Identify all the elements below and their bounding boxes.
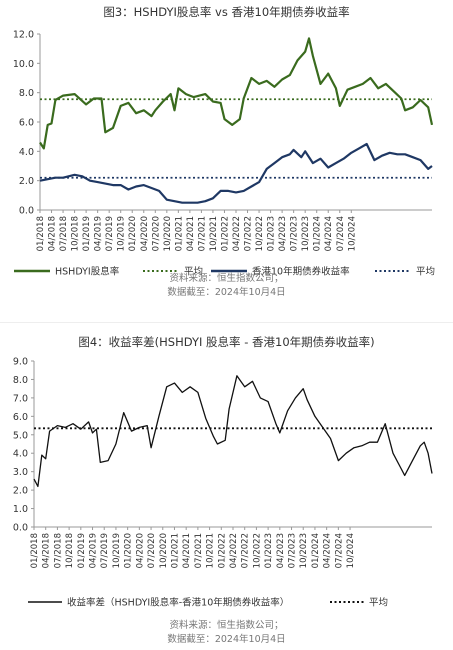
x-tick-label: 10/2018 (65, 533, 75, 568)
x-tick-label: 10/2024 (346, 533, 356, 568)
x-tick-label: 01/2024 (311, 533, 321, 568)
x-tick-label: 04/2020 (140, 216, 150, 251)
legend-label: HSHDYI股息率 (55, 266, 120, 278)
x-tick-label: 04/2021 (182, 533, 192, 568)
x-tick-label: 04/2023 (276, 533, 286, 568)
legend-label: 收益率差（HSHDYI股息率-香港10年期债券收益率） (67, 597, 289, 609)
y-tick-label: 4.0 (19, 147, 34, 158)
x-tick-label: 01/2022 (220, 216, 230, 251)
y-tick-label: 8.0 (19, 88, 34, 99)
legend-label: 香港10年期债券收益率 (252, 266, 350, 278)
y-tick-label: 0.0 (13, 523, 28, 534)
yield-spread-chart: 0.01.02.03.04.05.06.07.08.09.001/2018 04/… (13, 357, 433, 609)
y-tick-label: 6.0 (19, 118, 34, 129)
y-tick-label: 8.0 (13, 375, 28, 386)
x-tick-label: 07/2018 (59, 216, 69, 251)
x-tick-label: 10/2020 (163, 216, 173, 251)
x-tick-label: 10/2023 (301, 216, 311, 251)
y-tick-label: 9.0 (13, 357, 28, 368)
x-tick-label: 04/2019 (94, 216, 104, 251)
x-tick-label: 01/2023 (264, 533, 274, 568)
x-tick-label: 10/2023 (299, 533, 309, 568)
divider (0, 322, 453, 323)
x-tick-label: 01/2021 (174, 216, 184, 251)
x-tick-label: 07/2022 (244, 216, 254, 251)
x-tick-label: 07/2019 (100, 533, 110, 568)
x-tick-label: 07/2024 (336, 216, 346, 251)
x-tick-label: 01/2018 (30, 533, 40, 568)
x-tick-label: 01/2020 (124, 533, 134, 568)
y-tick-label: 1.0 (13, 504, 28, 515)
x-tick-label: 04/2022 (232, 216, 242, 251)
x-tick-label: 01/2021 (170, 533, 180, 568)
x-tick-label: 07/2020 (147, 533, 157, 568)
x-tick-label: 07/2018 (53, 533, 63, 568)
legend-label: 平均 (184, 266, 203, 278)
x-tick-label: 01/2022 (217, 533, 227, 568)
legend-label: 平均 (416, 266, 435, 278)
x-tick-label: 07/2021 (194, 533, 204, 568)
y-tick-label: 2.0 (13, 486, 28, 497)
x-tick-label: 10/2021 (206, 533, 216, 568)
chart-panel-1: 图3：HSHDYI股息率 vs 香港10年期债券收益率 0.0 2.0 4.0 6.0… (0, 0, 453, 318)
x-tick-label: 10/2024 (347, 216, 357, 251)
x-tick-label: 04/2023 (278, 216, 288, 251)
x-tick-label: 07/2022 (241, 533, 251, 568)
series-line-0 (39, 37, 434, 150)
y-tick-label: 0.0 (19, 206, 34, 217)
x-tick-label: 07/2024 (334, 533, 344, 568)
dividend-yield-chart: 0.02.04.06.08.010.012.001/2018 04/2018 07/… (13, 30, 435, 278)
y-tick-label: 4.0 (13, 449, 28, 460)
x-tick-label: 04/2020 (135, 533, 145, 568)
x-tick-label: 07/2020 (151, 216, 161, 251)
legend-label: 平均 (369, 597, 388, 609)
series-line-0 (33, 375, 433, 488)
source-line: 资料来源：恒生指数公司； (169, 620, 284, 631)
x-tick-label: 10/2019 (112, 533, 122, 568)
x-tick-label: 01/2019 (77, 533, 87, 568)
x-tick-label: 04/2024 (323, 533, 333, 568)
y-tick-label: 5.0 (13, 430, 28, 441)
y-tick-label: 7.0 (13, 393, 28, 404)
chart-title: 图3：HSHDYI股息率 vs 香港10年期债券收益率 (103, 5, 350, 19)
y-tick-label: 10.0 (13, 59, 34, 70)
y-tick-label: 12.0 (13, 30, 34, 41)
x-tick-label: 04/2018 (48, 216, 58, 251)
x-tick-label: 10/2018 (71, 216, 81, 251)
x-tick-label: 07/2019 (105, 216, 115, 251)
x-tick-label: 04/2024 (324, 216, 334, 251)
x-tick-label: 04/2021 (186, 216, 196, 251)
x-tick-label: 10/2022 (252, 533, 262, 568)
y-tick-label: 3.0 (13, 467, 28, 478)
x-tick-label: 10/2020 (159, 533, 169, 568)
y-tick-label: 2.0 (19, 176, 34, 187)
x-tick-label: 04/2022 (229, 533, 239, 568)
x-tick-label: 10/2021 (209, 216, 219, 251)
x-tick-label: 10/2022 (255, 216, 265, 251)
date-line: 数据截至：2024年10月4日 (167, 634, 286, 645)
x-tick-label: 07/2023 (290, 216, 300, 251)
source-line: 资料来源：恒生指数公司； (169, 273, 284, 284)
series-line-2 (39, 142, 433, 204)
x-tick-label: 01/2020 (128, 216, 138, 251)
x-tick-label: 07/2021 (197, 216, 207, 251)
y-tick-label: 6.0 (13, 412, 28, 423)
x-tick-label: 10/2019 (117, 216, 127, 251)
x-tick-label: 01/2019 (82, 216, 92, 251)
x-tick-label: 01/2024 (313, 216, 323, 251)
x-tick-label: 04/2019 (89, 533, 99, 568)
x-tick-label: 01/2018 (36, 216, 46, 251)
x-tick-label: 07/2023 (288, 533, 298, 568)
chart-panel-2: 图4：收益率差(HSHDYI 股息率 - 香港10年期债券收益率) 0.0 1.0… (0, 330, 453, 650)
chart-title: 图4：收益率差(HSHDYI 股息率 - 香港10年期债券收益率) (78, 335, 375, 349)
date-line: 数据截至：2024年10月4日 (167, 287, 286, 298)
x-tick-label: 01/2023 (267, 216, 277, 251)
x-tick-label: 04/2018 (42, 533, 52, 568)
